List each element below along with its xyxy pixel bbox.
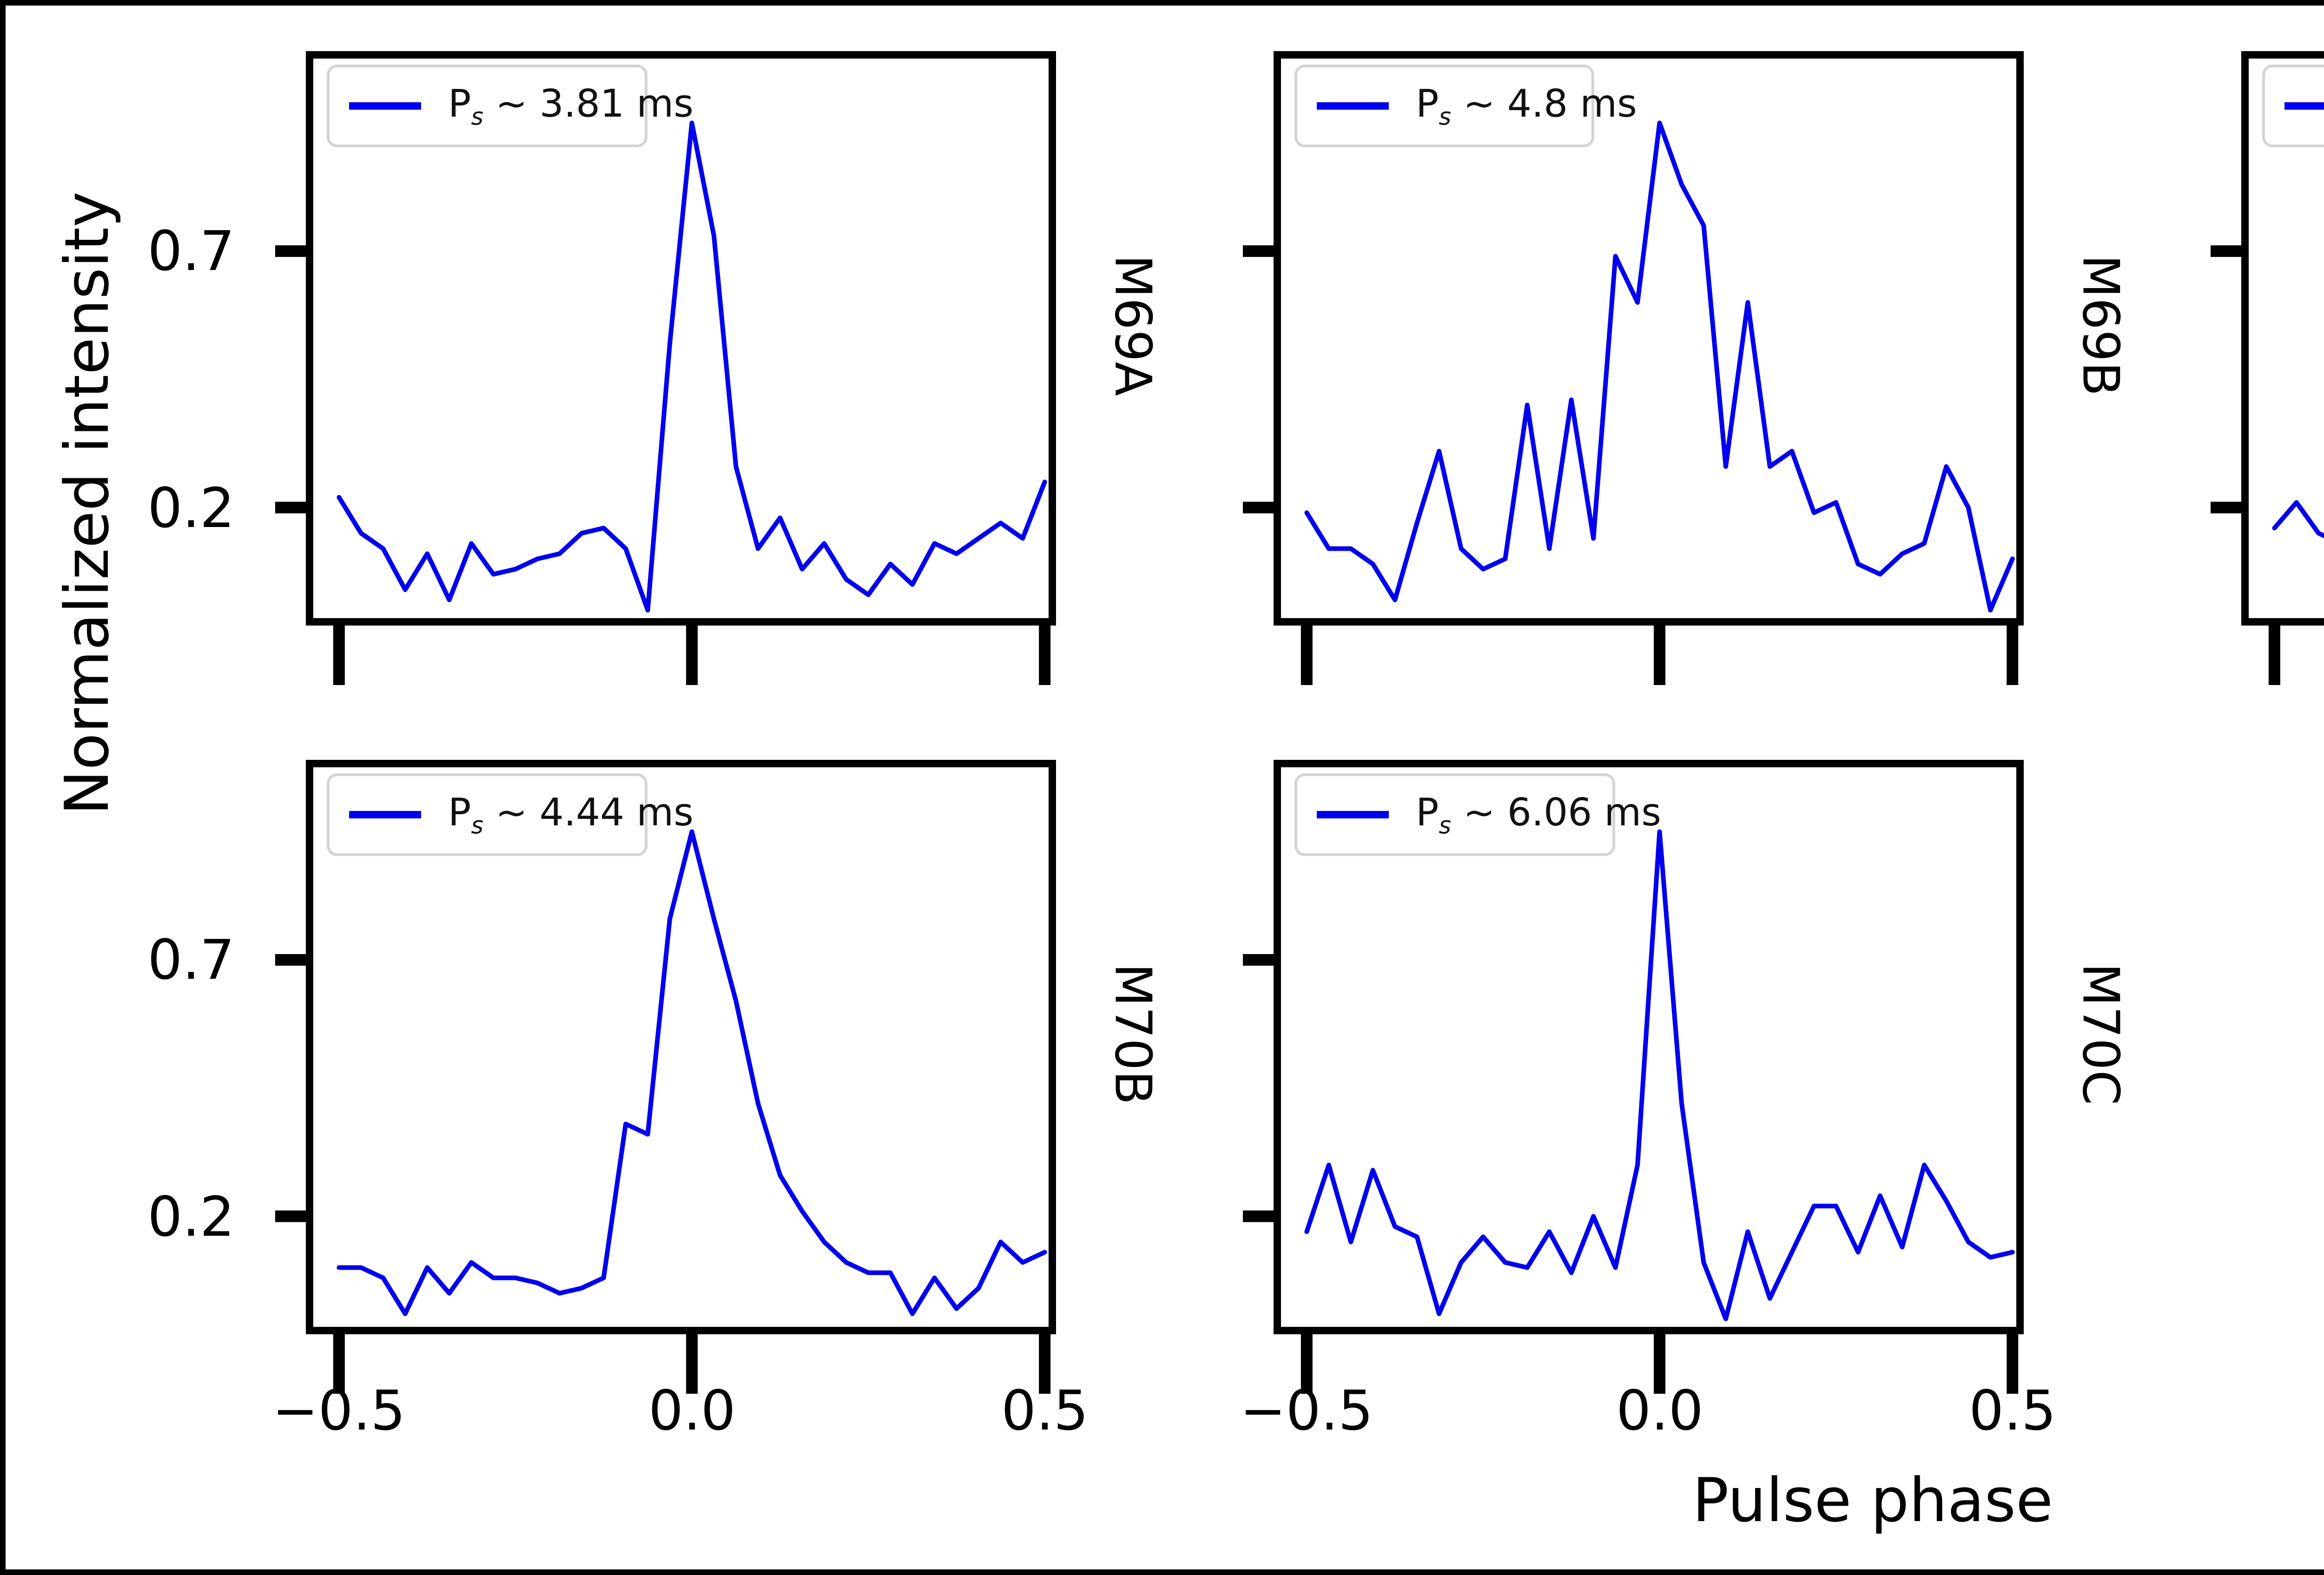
panel-m70b: Ps ~ 4.44 ms xyxy=(275,760,1056,1394)
m69a-spines xyxy=(306,51,1056,626)
panel-label-m70c: M70C xyxy=(2071,962,2130,1106)
legend-line-sample xyxy=(1317,102,1389,110)
legend-subscript: s xyxy=(471,103,483,131)
m70c-spines xyxy=(1274,760,2024,1334)
legend-subscript: s xyxy=(471,811,483,839)
panel-m69b: Ps ~ 4.8 ms xyxy=(1243,51,2024,685)
m69a-legend: Ps ~ 3.81 ms xyxy=(327,65,693,147)
m70a-legend: Ps ~ 3.93 ms xyxy=(2262,65,2324,147)
ytick-0.2-row1: 0.2 xyxy=(147,476,235,540)
m69b-profile-line xyxy=(1304,120,2015,613)
legend-symbol: P xyxy=(1416,790,1439,835)
legend-symbol: P xyxy=(448,790,471,835)
panel-m70c: Ps ~ 6.06 ms xyxy=(1243,760,2024,1394)
legend-subscript: s xyxy=(1439,103,1451,131)
m69a-profile-line xyxy=(337,120,1047,613)
legend-symbol: P xyxy=(448,81,471,126)
m69a-legend-label: Ps ~ 3.81 ms xyxy=(448,82,693,130)
panel-m70a: Ps ~ 3.93 ms xyxy=(2211,51,2324,685)
m70b-spines xyxy=(306,760,1056,1334)
legend-line-sample xyxy=(1317,811,1389,818)
m69b-legend: Ps ~ 4.8 ms xyxy=(1294,65,1637,147)
legend-line-sample xyxy=(349,811,421,818)
panel-m69a: Ps ~ 3.81 ms xyxy=(275,51,1056,685)
m70b-legend-label: Ps ~ 4.44 ms xyxy=(448,791,693,839)
m70c-legend: Ps ~ 6.06 ms xyxy=(1294,773,1661,856)
panel-label-m70b: M70B xyxy=(1103,963,1162,1105)
xtick-m70c-neg05: −0.5 xyxy=(1240,1378,1373,1443)
m70c-plot xyxy=(1243,760,2024,1394)
legend-period: ~ 3.81 ms xyxy=(483,81,694,126)
ytick-0.7-row2: 0.7 xyxy=(147,928,235,992)
xtick-m70b-05: 0.5 xyxy=(1001,1378,1089,1443)
m70b-plot xyxy=(275,760,1056,1394)
legend-line-sample xyxy=(2284,102,2324,110)
m70a-profile-line xyxy=(2272,500,2324,539)
legend-period: ~ 4.8 ms xyxy=(1451,81,1637,126)
panel-label-m69b: M69B xyxy=(2071,254,2130,396)
legend-symbol: P xyxy=(1416,81,1439,126)
m69a-plot xyxy=(275,51,1056,685)
m70a-spines xyxy=(2241,51,2324,626)
m69b-spines xyxy=(1274,51,2024,626)
m70b-profile-line xyxy=(337,829,1047,1316)
m69b-legend-label: Ps ~ 4.8 ms xyxy=(1416,82,1637,130)
legend-period: ~ 4.44 ms xyxy=(483,790,694,835)
ytick-0.7-row1: 0.7 xyxy=(147,219,235,283)
xtick-m70c-05: 0.5 xyxy=(1969,1378,2056,1443)
m69b-plot xyxy=(1243,51,2024,685)
m70a-plot xyxy=(2211,51,2324,685)
legend-period: ~ 6.06 ms xyxy=(1451,790,1662,835)
m70c-profile-line xyxy=(1304,829,2015,1321)
xtick-m70b-neg05: −0.5 xyxy=(272,1378,406,1443)
ytick-0.2-row2: 0.2 xyxy=(147,1185,235,1249)
legend-line-sample xyxy=(349,102,421,110)
m70b-legend: Ps ~ 4.44 ms xyxy=(327,773,693,856)
m70c-legend-label: Ps ~ 6.06 ms xyxy=(1416,791,1661,839)
xtick-m70b-00: 0.0 xyxy=(648,1378,736,1443)
panel-label-m69a: M69A xyxy=(1103,254,1162,396)
legend-subscript: s xyxy=(1439,811,1451,839)
xtick-m70c-00: 0.0 xyxy=(1616,1378,1703,1443)
x-axis-label: Pulse phase xyxy=(1692,1465,2053,1535)
